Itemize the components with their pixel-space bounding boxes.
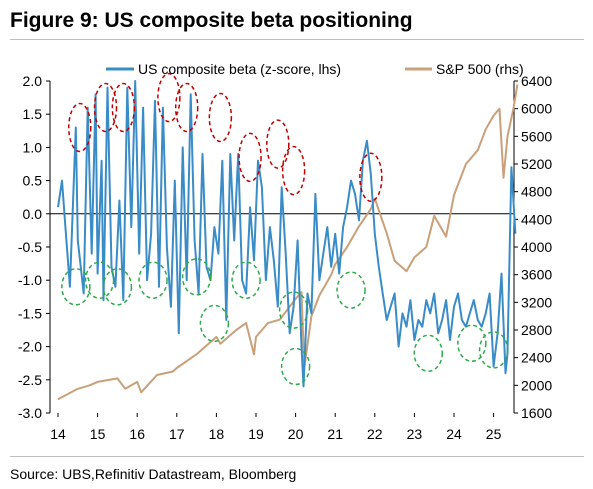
green-dashed-circle bbox=[231, 261, 261, 299]
red-dashed-circle bbox=[238, 132, 262, 183]
left-tick-label: -2.5 bbox=[18, 372, 42, 388]
red-dashed-circle bbox=[93, 82, 118, 133]
x-tick-label: 23 bbox=[407, 426, 423, 442]
source-divider bbox=[10, 456, 584, 457]
composite-beta-line bbox=[57, 80, 517, 388]
left-tick-label: -2.0 bbox=[18, 339, 42, 355]
figure-title: Figure 9: US composite beta positioning bbox=[10, 9, 413, 32]
annotation-circles bbox=[61, 72, 509, 386]
x-tick-label: 20 bbox=[288, 426, 304, 442]
x-tick-label: 21 bbox=[327, 426, 343, 442]
right-tick-label: 3200 bbox=[521, 294, 552, 310]
right-tick-label: 2400 bbox=[521, 350, 552, 366]
green-dashed-circle bbox=[181, 258, 212, 296]
right-tick-label: 5200 bbox=[521, 156, 552, 172]
left-tick-label: -3.0 bbox=[18, 405, 42, 421]
right-tick-label: 2000 bbox=[521, 377, 552, 393]
green-dashed-circle bbox=[457, 324, 487, 363]
source-note: Source: UBS,Refinitiv Datastream, Bloomb… bbox=[10, 466, 297, 482]
green-dashed-circle bbox=[102, 268, 133, 306]
right-tick-label: 2800 bbox=[521, 322, 552, 338]
chart-axes: 2.0 1.5 1.0 0.5 0.0 -0.5 -1.0 -1.5 -2.0 -2.5 -3.0 6… bbox=[18, 73, 552, 442]
green-dashed-circle bbox=[84, 261, 115, 299]
green-dashed-circle bbox=[478, 331, 509, 369]
left-tick-label: 0.0 bbox=[23, 206, 43, 222]
red-dashed-circle bbox=[266, 119, 290, 169]
right-tick-label: 3600 bbox=[521, 267, 552, 283]
green-dashed-circle bbox=[138, 261, 168, 299]
x-tick-label: 22 bbox=[367, 426, 383, 442]
right-tick-label: 6400 bbox=[521, 73, 552, 89]
green-dashed-circle bbox=[278, 291, 309, 329]
green-dashed-circle bbox=[199, 304, 230, 343]
left-tick-label: 1.0 bbox=[23, 139, 43, 155]
x-tick-label: 15 bbox=[90, 426, 106, 442]
left-tick-label: -1.5 bbox=[18, 305, 42, 321]
right-tick-label: 4800 bbox=[521, 184, 552, 200]
green-dashed-circle bbox=[280, 347, 311, 386]
green-dashed-circle bbox=[61, 268, 91, 306]
legend-label-beta: US composite beta (z-score, lhs) bbox=[138, 61, 341, 77]
red-dashed-circle bbox=[111, 82, 136, 133]
x-tick-label: 16 bbox=[129, 426, 145, 442]
right-tick-label: 6000 bbox=[521, 101, 552, 117]
sp500-line bbox=[57, 84, 519, 401]
red-dashed-circle bbox=[208, 92, 233, 143]
green-dashed-circle bbox=[336, 271, 366, 309]
x-tick-label: 18 bbox=[209, 426, 225, 442]
left-tick-label: 1.5 bbox=[23, 106, 43, 122]
chart-legend: US composite beta (z-score, lhs) S&P 500 … bbox=[106, 61, 524, 77]
x-tick-label: 17 bbox=[169, 426, 185, 442]
left-tick-label: 2.0 bbox=[23, 73, 43, 89]
series-layer bbox=[57, 80, 519, 401]
red-dashed-circle bbox=[281, 145, 306, 196]
legend-label-sp500: S&P 500 (rhs) bbox=[436, 61, 524, 77]
left-tick-label: -1.0 bbox=[18, 272, 42, 288]
right-tick-label: 1600 bbox=[521, 405, 552, 421]
red-dashed-circle bbox=[157, 72, 181, 123]
x-tick-label: 14 bbox=[50, 426, 66, 442]
x-tick-label: 24 bbox=[446, 426, 462, 442]
x-tick-label: 19 bbox=[248, 426, 264, 442]
red-dashed-circle bbox=[174, 82, 199, 133]
red-dashed-circle bbox=[359, 152, 383, 203]
left-tick-label: -0.5 bbox=[18, 239, 42, 255]
green-dashed-circle bbox=[413, 334, 444, 372]
title-divider bbox=[10, 39, 584, 40]
right-tick-label: 5600 bbox=[521, 128, 552, 144]
right-tick-label: 4400 bbox=[521, 211, 552, 227]
right-tick-label: 4000 bbox=[521, 239, 552, 255]
red-dashed-circle bbox=[68, 102, 92, 153]
left-tick-label: 0.5 bbox=[23, 173, 43, 189]
x-tick-label: 25 bbox=[486, 426, 502, 442]
